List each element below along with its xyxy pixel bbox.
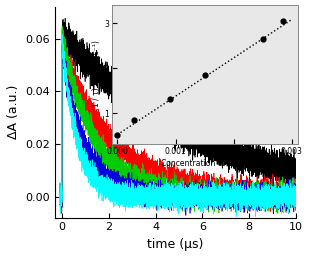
Y-axis label: ΔA (a.u.): ΔA (a.u.) bbox=[7, 85, 20, 140]
X-axis label: Concentration of 2 (M): Concentration of 2 (M) bbox=[162, 159, 248, 168]
Y-axis label: (1 / τ) × 10⁻⁶ (s⁻¹): (1 / τ) × 10⁻⁶ (s⁻¹) bbox=[92, 40, 101, 110]
X-axis label: time (μs): time (μs) bbox=[147, 238, 204, 251]
